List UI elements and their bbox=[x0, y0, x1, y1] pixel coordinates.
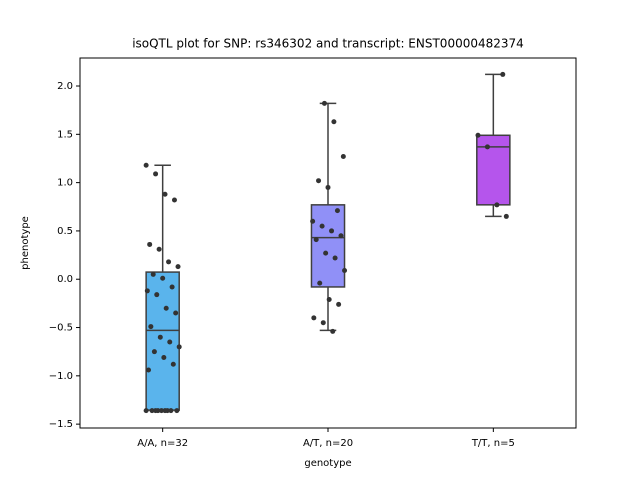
point bbox=[150, 271, 156, 277]
y-tick-label: 0.5 bbox=[57, 226, 73, 237]
point bbox=[321, 100, 327, 106]
point bbox=[173, 310, 179, 316]
point bbox=[338, 233, 344, 239]
y-tick-label: −1.0 bbox=[49, 371, 73, 382]
box bbox=[310, 204, 346, 288]
point bbox=[169, 284, 175, 290]
point bbox=[310, 218, 316, 224]
point bbox=[484, 144, 490, 150]
point bbox=[311, 315, 317, 321]
point bbox=[475, 132, 481, 138]
point bbox=[319, 223, 325, 229]
point bbox=[171, 197, 177, 203]
y-tick-label: 1.0 bbox=[57, 178, 73, 189]
point bbox=[154, 292, 160, 298]
point bbox=[168, 408, 174, 414]
point bbox=[176, 344, 182, 350]
box bbox=[476, 134, 511, 206]
point bbox=[325, 184, 331, 190]
point bbox=[161, 354, 167, 360]
point bbox=[323, 250, 329, 256]
point bbox=[143, 162, 149, 168]
point bbox=[175, 264, 181, 270]
point bbox=[170, 361, 176, 367]
point bbox=[174, 408, 180, 414]
point bbox=[149, 408, 155, 414]
point bbox=[151, 349, 157, 355]
point bbox=[326, 297, 332, 303]
x-tick-label: A/A, n=32 bbox=[137, 438, 188, 449]
point bbox=[336, 301, 342, 307]
point bbox=[148, 324, 154, 330]
y-tick-label: 2.0 bbox=[57, 81, 73, 92]
point bbox=[143, 408, 149, 414]
y-axis-label: phenotype bbox=[20, 216, 31, 270]
y-tick-label: −1.5 bbox=[49, 419, 73, 430]
x-axis-label: genotype bbox=[304, 458, 351, 469]
point bbox=[320, 320, 326, 326]
point bbox=[331, 119, 337, 125]
point bbox=[500, 71, 506, 77]
point bbox=[145, 367, 151, 373]
x-tick-label: A/T, n=20 bbox=[303, 438, 353, 449]
point bbox=[329, 228, 335, 234]
y-tick-label: 1.5 bbox=[57, 129, 73, 140]
point bbox=[158, 408, 164, 414]
point bbox=[144, 288, 150, 294]
point bbox=[160, 275, 166, 281]
point bbox=[342, 268, 348, 274]
point bbox=[313, 237, 319, 243]
y-tick-label: 0.0 bbox=[57, 274, 73, 285]
point bbox=[317, 280, 323, 286]
plot-frame bbox=[79, 57, 577, 429]
y-tick-label: −0.5 bbox=[49, 323, 73, 334]
point bbox=[332, 255, 338, 261]
point bbox=[166, 259, 172, 265]
point bbox=[162, 191, 168, 197]
point bbox=[503, 213, 509, 219]
point bbox=[167, 339, 173, 345]
point bbox=[334, 208, 340, 214]
point bbox=[147, 241, 153, 247]
point bbox=[340, 154, 346, 160]
point bbox=[330, 328, 336, 334]
box bbox=[145, 271, 180, 411]
x-tick-label: T/T, n=5 bbox=[471, 438, 515, 449]
point bbox=[163, 305, 169, 311]
point bbox=[494, 202, 500, 208]
chart-title: isoQTL plot for SNP: rs346302 and transc… bbox=[132, 37, 524, 51]
point bbox=[153, 408, 159, 414]
point bbox=[316, 178, 322, 184]
point bbox=[153, 171, 159, 177]
point bbox=[157, 334, 163, 340]
point bbox=[156, 246, 162, 252]
point bbox=[162, 408, 168, 414]
